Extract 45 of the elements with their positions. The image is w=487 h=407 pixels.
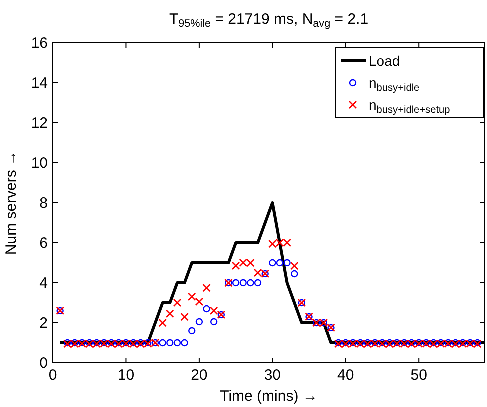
point (290, 262, 299, 270)
point (202, 284, 211, 292)
x-tick-label: 40 (338, 367, 354, 384)
point (174, 339, 182, 347)
point (188, 292, 196, 302)
legend-label: n$_{busy+idle+setup}$ (369, 97, 451, 116)
y-tick-label: 2 (40, 315, 48, 332)
point (291, 270, 298, 278)
point (210, 306, 218, 316)
legend-label: Load (369, 53, 400, 69)
x-tick-label: 50 (410, 367, 428, 384)
y-axis-title: Num servers → (3, 150, 20, 256)
x-tick-label: 30 (264, 367, 282, 384)
y-tick-label: 0 (40, 355, 48, 372)
y-tick-label: 16 (31, 35, 48, 52)
point (181, 339, 188, 347)
point (159, 339, 166, 347)
point (240, 279, 247, 287)
y-tick-label: 4 (40, 275, 48, 292)
point (166, 310, 174, 318)
y-tick-label: 8 (40, 195, 48, 212)
point (173, 298, 182, 308)
point (158, 318, 167, 328)
point (196, 318, 204, 326)
point (188, 327, 196, 335)
x-tick-label: 20 (191, 367, 208, 384)
point (203, 305, 210, 313)
point (247, 279, 254, 287)
chart-title: T$_{95%ile}$ = 21719 ms, N$_{avg}$ = 2.1 (169, 11, 369, 30)
legend-label: n$_{busy+idle}$ (369, 75, 420, 94)
point (269, 259, 276, 267)
x-axis-title: Time (mins) → (220, 388, 318, 405)
y-tick-label: 10 (31, 155, 48, 172)
point (232, 279, 240, 287)
point (180, 312, 189, 322)
point (195, 298, 204, 306)
point (254, 279, 262, 287)
y-tick-label: 12 (31, 115, 48, 132)
point (166, 339, 174, 347)
point (210, 318, 218, 326)
x-tick-label: 10 (118, 367, 135, 384)
y-tick-label: 14 (31, 75, 48, 92)
point (276, 259, 284, 267)
point (284, 259, 291, 267)
y-tick-label: 6 (40, 235, 48, 252)
